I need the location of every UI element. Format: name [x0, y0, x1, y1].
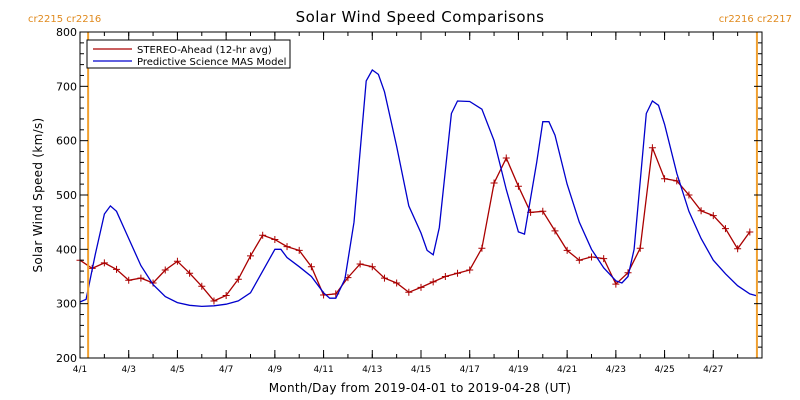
series-1-point — [222, 292, 230, 300]
series-1-point — [588, 253, 595, 261]
series-1-point — [697, 207, 705, 215]
legend-box — [86, 39, 291, 69]
series-1-point — [356, 260, 364, 268]
series-1-line — [79, 147, 751, 302]
series-1-point — [307, 263, 315, 271]
series-1-point — [441, 273, 449, 280]
series-1-point — [685, 191, 693, 199]
series-2-line — [79, 69, 759, 308]
x-tick-label: 4/7 — [219, 365, 233, 375]
x-tick-label: 4/13 — [362, 365, 382, 375]
x-tick-label: 4/5 — [170, 365, 184, 375]
series-1-point — [575, 256, 583, 264]
series-1-point — [539, 207, 547, 215]
y-tick-label: 400 — [56, 243, 77, 256]
series-1-point — [186, 269, 194, 277]
x-tick-label: 4/3 — [121, 365, 135, 375]
series-1-point — [283, 243, 291, 251]
carrington-labels-right: cr2216 cr2217 — [719, 14, 792, 25]
carrington-label: cr2216 cr2217 — [719, 14, 792, 25]
series-2 — [79, 69, 759, 308]
series-1-point — [661, 175, 669, 183]
series-1-point — [746, 228, 754, 236]
series-1-point — [721, 225, 729, 233]
series-1-point — [454, 269, 462, 277]
series-1-point — [405, 288, 413, 296]
series-1-point — [514, 182, 522, 190]
series-1-point — [210, 297, 218, 305]
series-1 — [76, 144, 754, 305]
series-1-point — [271, 236, 279, 244]
series-1-point — [368, 263, 376, 271]
legend-label: Predictive Science MAS Model — [137, 57, 286, 68]
x-tick-label: 4/9 — [268, 365, 283, 375]
series-1-point — [612, 280, 620, 288]
series-1-point — [709, 212, 717, 220]
series-1-point — [429, 278, 437, 286]
x-tick-label: 4/19 — [508, 365, 528, 375]
x-tick-label: 4/1 — [73, 365, 87, 375]
series-1-point — [247, 252, 254, 260]
series-1-point — [198, 282, 206, 290]
y-tick-label: 500 — [56, 189, 77, 202]
series-1-point — [234, 275, 242, 283]
plot-area: 200 300 400 500 600 700 800 4/1 4/3 4/5 4/7 4/9 4/11… — [56, 26, 763, 375]
plot-frame — [79, 31, 763, 359]
series-1-point — [137, 274, 145, 282]
x-axis-label: Month/Day from 2019-04-01 to 2019-04-28 … — [269, 381, 572, 395]
x-tick-label: 4/17 — [460, 365, 480, 375]
series-1-point — [393, 279, 401, 287]
x-tick-label: 4/25 — [654, 365, 674, 375]
y-tick-label: 800 — [56, 26, 77, 39]
series-1-point — [478, 244, 486, 252]
carrington-labels-left: cr2215 cr2216 — [28, 14, 101, 25]
series-1-point — [113, 265, 121, 273]
series-1-point — [502, 154, 510, 162]
series-1-point — [380, 274, 388, 282]
y-tick-label: 700 — [56, 80, 77, 93]
series-1-point — [636, 244, 644, 252]
series-1-point — [100, 259, 108, 267]
y-tick-label: 300 — [56, 298, 77, 311]
x-tick-label: 4/21 — [557, 365, 577, 375]
y-axis-label: Solar Wind Speed (km/s) — [31, 118, 45, 273]
carrington-label: cr2215 cr2216 — [28, 14, 101, 25]
series-1-point — [295, 246, 303, 254]
y-tick-label: 200 — [56, 352, 77, 365]
series-1-point — [466, 266, 474, 274]
legend-label: STEREO-Ahead (12-hr avg) — [137, 45, 272, 56]
series-1-point — [161, 266, 169, 274]
series-1-point — [417, 283, 425, 291]
x-tick-label: 4/15 — [411, 365, 431, 375]
series-1-point — [173, 257, 181, 265]
x-tick-label: 4/23 — [606, 365, 626, 375]
series-1-point — [563, 246, 571, 254]
series-1-point — [551, 227, 559, 235]
x-tick-label: 4/11 — [313, 365, 333, 375]
series-1-point — [600, 255, 608, 263]
legend: STEREO-Ahead (12-hr avg)Predictive Scien… — [86, 39, 291, 69]
series-1-point — [125, 276, 133, 284]
y-tick-label: 600 — [56, 135, 77, 148]
chart-title: Solar Wind Speed Comparisons — [296, 8, 545, 26]
series-1-point — [259, 231, 267, 239]
x-tick-label: 4/27 — [703, 365, 723, 375]
series-1-point — [490, 179, 498, 187]
series-1-point — [734, 245, 742, 253]
series-1-point — [648, 144, 656, 152]
